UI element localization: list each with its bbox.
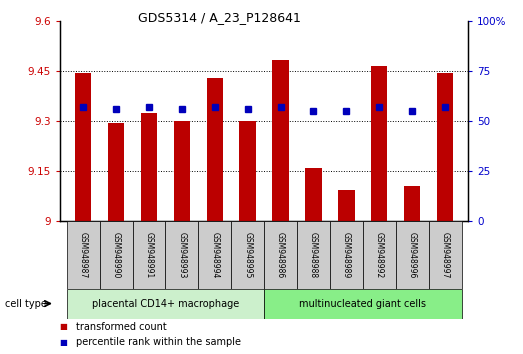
Text: GSM948993: GSM948993 (177, 232, 186, 278)
Text: GSM948991: GSM948991 (144, 232, 153, 278)
Bar (174, 121, 190, 221)
Bar (75, 73, 92, 221)
Text: GSM948996: GSM948996 (407, 232, 417, 278)
Bar (404, 186, 420, 221)
Bar (207, 78, 223, 221)
Bar (272, 59, 289, 221)
Text: GSM948992: GSM948992 (375, 232, 384, 278)
Text: GSM948989: GSM948989 (342, 232, 351, 278)
Text: GSM948990: GSM948990 (111, 232, 121, 278)
Bar (330, 221, 363, 289)
Text: GSM948994: GSM948994 (210, 232, 219, 278)
Text: cell type: cell type (5, 298, 47, 309)
Bar (363, 221, 396, 289)
Text: ■: ■ (59, 322, 67, 331)
Bar (240, 121, 256, 221)
Bar (305, 168, 322, 221)
Text: transformed count: transformed count (76, 321, 167, 332)
Bar (297, 221, 330, 289)
Text: GSM948995: GSM948995 (243, 232, 252, 278)
Bar (437, 73, 453, 221)
Text: GSM948988: GSM948988 (309, 232, 318, 278)
Bar (165, 221, 198, 289)
Text: ■: ■ (59, 338, 67, 347)
Bar (198, 221, 231, 289)
Bar (132, 221, 165, 289)
Bar (108, 123, 124, 221)
Bar (371, 66, 388, 221)
Text: multinucleated giant cells: multinucleated giant cells (299, 298, 426, 309)
Bar (264, 289, 461, 319)
Text: GDS5314 / A_23_P128641: GDS5314 / A_23_P128641 (138, 11, 301, 24)
Text: GSM948987: GSM948987 (78, 232, 88, 278)
Bar (264, 221, 297, 289)
Bar (141, 113, 157, 221)
Bar (396, 221, 429, 289)
Bar (67, 221, 99, 289)
Text: percentile rank within the sample: percentile rank within the sample (76, 337, 241, 348)
Bar (67, 289, 264, 319)
Bar (99, 221, 132, 289)
Bar (338, 190, 355, 221)
Text: GSM948997: GSM948997 (440, 232, 450, 278)
Text: placental CD14+ macrophage: placental CD14+ macrophage (92, 298, 239, 309)
Bar (231, 221, 264, 289)
Bar (429, 221, 461, 289)
Text: GSM948986: GSM948986 (276, 232, 285, 278)
